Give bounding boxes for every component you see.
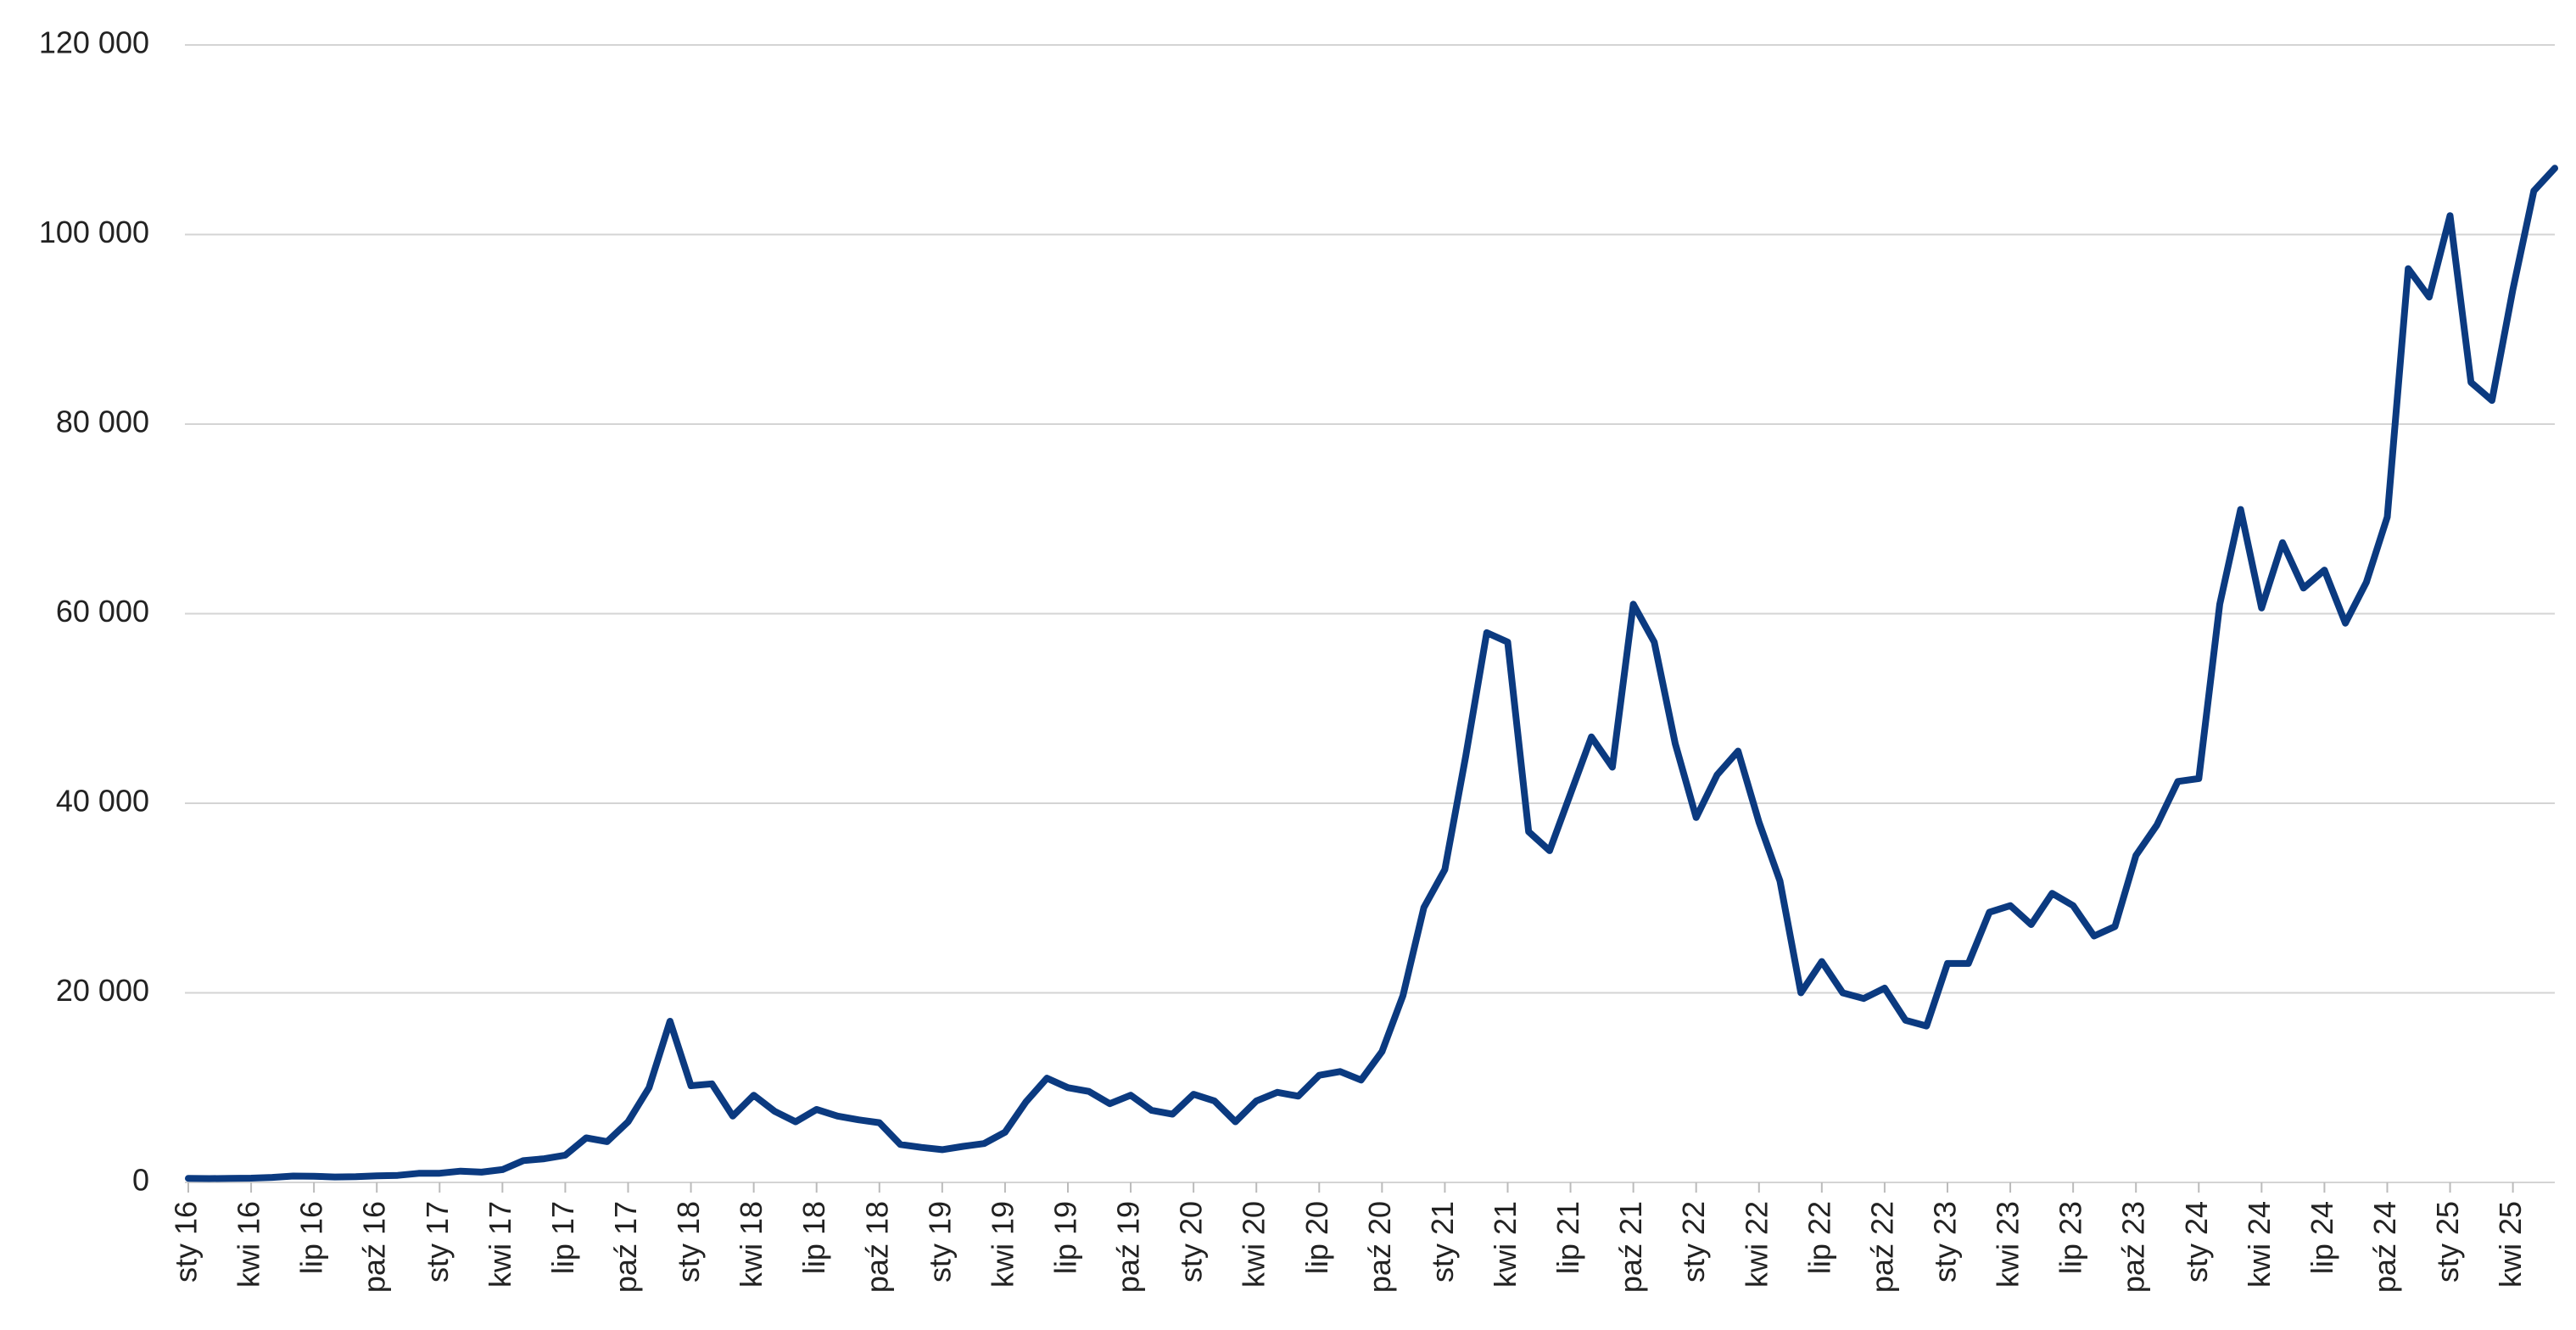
y-tick-label: 80 000 — [56, 405, 149, 439]
x-tick-label: lip 21 — [1551, 1201, 1585, 1274]
x-tick-label: sty 17 — [420, 1201, 455, 1282]
y-tick-label: 120 000 — [39, 25, 149, 60]
x-tick-label: sty 19 — [922, 1201, 957, 1282]
x-tick-label: paź 18 — [859, 1201, 894, 1293]
x-tick-label: sty 22 — [1676, 1201, 1711, 1282]
x-tick-label: lip 22 — [1802, 1201, 1836, 1274]
x-tick-label: lip 23 — [2054, 1201, 2088, 1274]
x-tick-label: lip 20 — [1299, 1201, 1334, 1274]
y-tick-label: 100 000 — [39, 215, 149, 249]
x-tick-label: kwi 21 — [1488, 1201, 1523, 1288]
x-tick-label: paź 24 — [2367, 1201, 2402, 1293]
x-tick-label: sty 16 — [169, 1201, 204, 1282]
x-tick-label: kwi 24 — [2242, 1201, 2277, 1288]
y-tick-label: 0 — [132, 1163, 149, 1198]
x-tick-label: lip 16 — [294, 1201, 329, 1274]
x-tick-label: paź 16 — [357, 1201, 392, 1293]
x-tick-label: sty 18 — [671, 1201, 706, 1282]
x-tick-label: kwi 23 — [1991, 1201, 2026, 1288]
x-tick-label: kwi 25 — [2493, 1201, 2528, 1288]
x-tick-label: sty 24 — [2179, 1201, 2214, 1282]
x-tick-label: sty 21 — [1425, 1201, 1460, 1282]
x-tick-label: paź 22 — [1864, 1201, 1899, 1293]
x-tick-label: kwi 19 — [985, 1201, 1020, 1288]
x-tick-label: paź 19 — [1111, 1201, 1146, 1293]
x-tick-label: lip 17 — [545, 1201, 580, 1274]
x-tick-label: kwi 17 — [483, 1201, 517, 1288]
x-tick-label: kwi 22 — [1739, 1201, 1774, 1288]
x-tick-label: paź 17 — [608, 1201, 643, 1293]
x-tick-label: kwi 16 — [232, 1201, 266, 1288]
x-tick-label: sty 25 — [2430, 1201, 2465, 1282]
price-line — [185, 165, 2558, 1182]
x-tick-label: sty 23 — [1927, 1201, 1962, 1282]
x-tick-label: sty 20 — [1174, 1201, 1209, 1282]
x-tick-label: kwi 20 — [1237, 1201, 1271, 1288]
y-tick-label: 40 000 — [56, 784, 149, 819]
y-tick-label: 20 000 — [56, 973, 149, 1008]
x-tick-label: kwi 18 — [734, 1201, 768, 1288]
x-tick-label: paź 23 — [2116, 1201, 2151, 1293]
x-tick-label: paź 21 — [1613, 1201, 1648, 1293]
x-tick-label: lip 24 — [2305, 1201, 2339, 1274]
x-tick-label: lip 18 — [796, 1201, 831, 1274]
x-tick-label: lip 19 — [1048, 1201, 1083, 1274]
x-tick-label: paź 20 — [1362, 1201, 1397, 1293]
y-tick-label: 60 000 — [56, 594, 149, 629]
